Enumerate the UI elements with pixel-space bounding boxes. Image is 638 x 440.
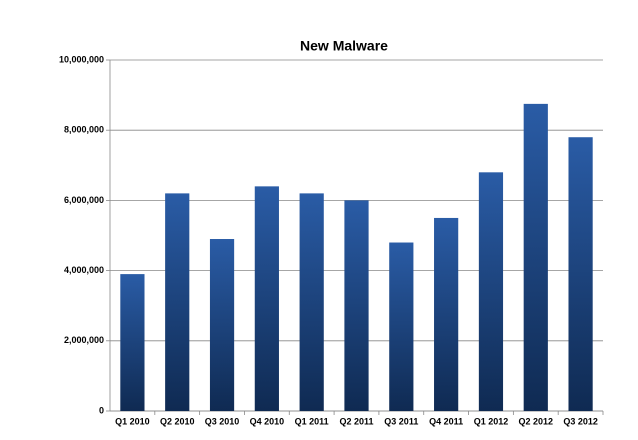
y-tick-label: 6,000,000 bbox=[64, 195, 104, 205]
bar bbox=[254, 186, 279, 411]
x-tick-label: Q1 2012 bbox=[474, 416, 509, 426]
x-tick-label: Q4 2011 bbox=[429, 416, 463, 426]
y-tick-label: 0 bbox=[99, 405, 104, 415]
bar bbox=[389, 242, 414, 411]
chart-title: New Malware bbox=[300, 38, 388, 54]
y-tick-label: 8,000,000 bbox=[64, 125, 104, 135]
bar bbox=[344, 200, 369, 411]
y-tick-label: 4,000,000 bbox=[64, 265, 104, 275]
x-tick-label: Q3 2010 bbox=[205, 416, 240, 426]
x-tick-label: Q3 2011 bbox=[384, 416, 418, 426]
y-tick-label: 10,000,000 bbox=[59, 54, 104, 64]
bar bbox=[299, 193, 324, 411]
bar bbox=[120, 274, 145, 411]
bar bbox=[523, 103, 548, 411]
bar bbox=[434, 217, 459, 411]
x-tick-label: Q2 2012 bbox=[519, 416, 554, 426]
x-tick-label: Q4 2010 bbox=[250, 416, 285, 426]
y-tick-label: 2,000,000 bbox=[64, 335, 104, 345]
x-tick-label: Q3 2012 bbox=[563, 416, 598, 426]
x-tick-label: Q1 2010 bbox=[115, 416, 150, 426]
bar bbox=[209, 239, 235, 411]
bar bbox=[478, 172, 504, 411]
x-tick-label: Q2 2010 bbox=[160, 416, 195, 426]
x-tick-label: Q2 2011 bbox=[339, 416, 373, 426]
x-tick-label: Q1 2011 bbox=[295, 416, 329, 426]
bar bbox=[165, 193, 190, 411]
bar bbox=[568, 137, 593, 411]
